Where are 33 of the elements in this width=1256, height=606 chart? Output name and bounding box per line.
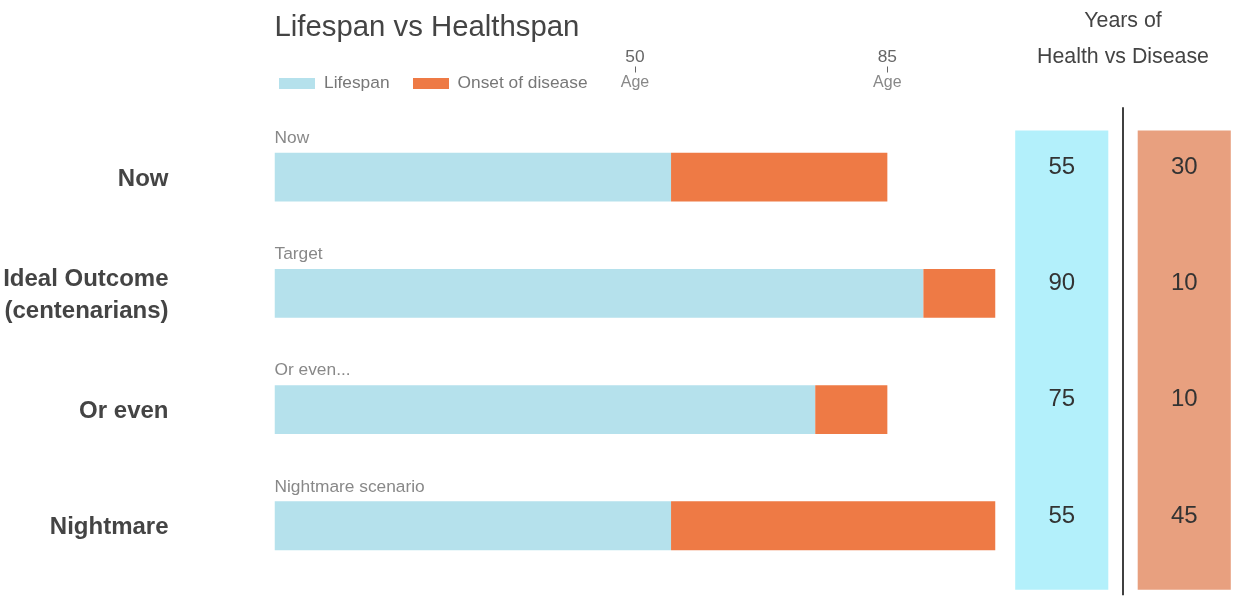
bar [274,268,924,318]
y-tick-label: Now [117,163,169,191]
bar [274,152,672,202]
data-label: 55 [1048,500,1076,528]
text: Age [873,72,902,90]
annotation: Or even... [274,359,351,380]
legend-label: Onset of disease [457,72,588,93]
bar [671,152,888,202]
bar [923,268,996,318]
y-tick-label: Ideal Outcome (centenarians) [3,263,169,324]
bar [274,385,816,434]
annotation: Now [274,126,310,147]
text: Years of [1084,7,1162,32]
annotation: Target [274,243,323,264]
bar [815,385,888,434]
x-tick-label: 85 [877,45,897,66]
data-label: 45 [1170,500,1198,528]
text: Age [620,72,650,90]
data-label: 75 [1048,384,1076,412]
annotation: Nightmare scenario [274,475,425,496]
data-label: 90 [1048,268,1076,296]
x-tick-label: 50 [625,45,645,66]
legend-label: Lifespan [324,72,390,93]
y-tick-label: Nightmare [49,512,169,540]
data-label: 10 [1170,384,1198,412]
chart-title: Lifespan vs Healthspan [274,8,580,42]
y-tick-label: Or even [79,396,169,424]
text: Health vs Disease [1037,43,1209,68]
data-label: 10 [1170,268,1198,296]
bar [671,501,996,551]
bar [274,501,672,551]
data-label: 55 [1048,151,1076,179]
data-label: 30 [1170,151,1198,179]
